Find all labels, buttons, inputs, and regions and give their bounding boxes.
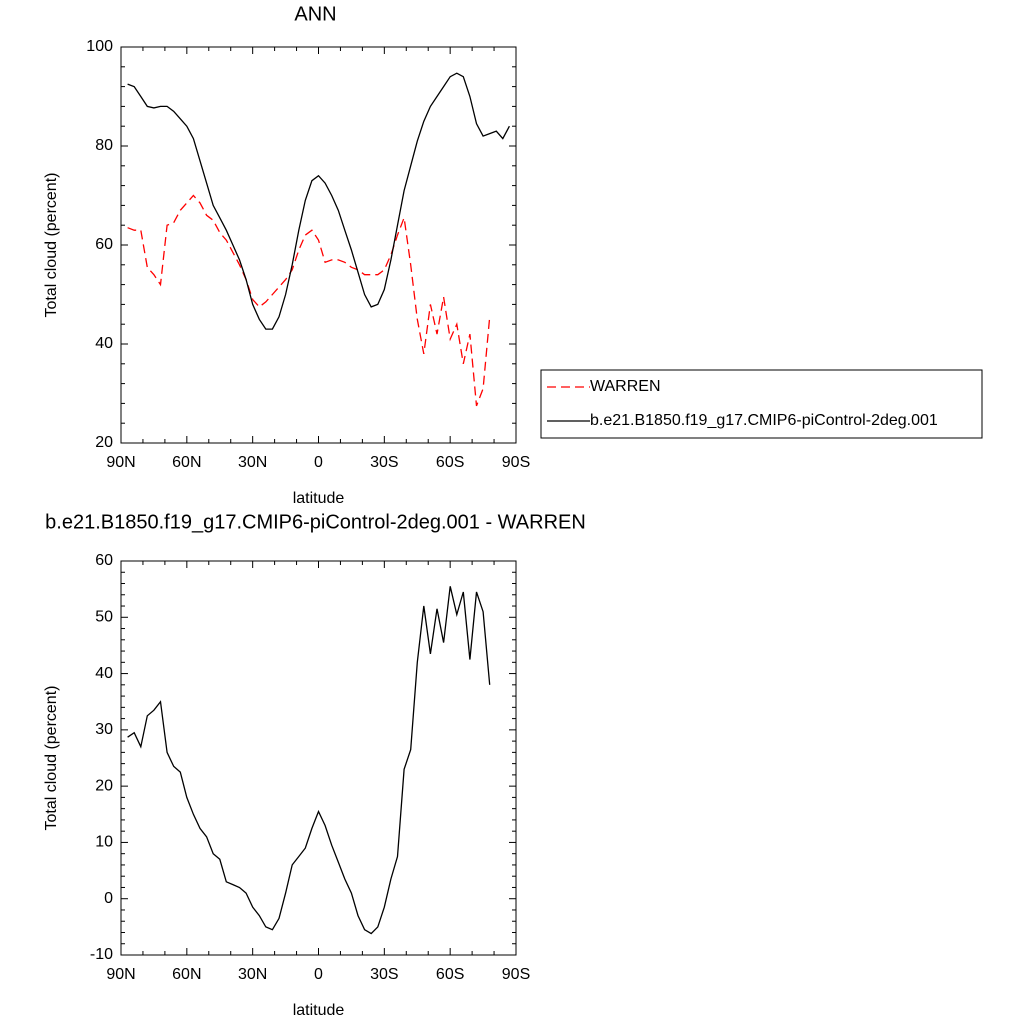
data-line: [127, 586, 491, 935]
data-line: [127, 72, 510, 330]
y-tick-label: 20: [95, 434, 113, 451]
chart-title: b.e21.B1850.f19_g17.CMIP6-piControl-2deg…: [45, 511, 586, 533]
x-tick-label: 90N: [106, 454, 135, 471]
y-tick-label: 10: [95, 834, 113, 851]
plot-frame: [120, 560, 517, 956]
x-axis-label: latitude: [293, 490, 345, 507]
x-tick-label: 30N: [238, 966, 267, 983]
data-line: [127, 194, 491, 407]
y-tick-label: 0: [104, 890, 113, 907]
y-tick-label: 60: [95, 236, 113, 253]
y-tick-label: -10: [90, 946, 113, 963]
y-tick-label: 20: [95, 777, 113, 794]
x-axis-label: latitude: [293, 1002, 345, 1019]
x-tick-label: 60S: [436, 454, 464, 471]
y-tick-label: 50: [95, 609, 113, 626]
x-tick-label: 0: [314, 966, 323, 983]
plot-frame: [120, 46, 517, 444]
x-tick-label: 90S: [502, 966, 530, 983]
y-tick-label: 40: [95, 335, 113, 352]
y-tick-label: 80: [95, 137, 113, 154]
y-axis-label: Total cloud (percent): [43, 173, 60, 318]
x-tick-label: 60N: [172, 966, 201, 983]
x-tick-label: 90S: [502, 454, 530, 471]
x-tick-label: 30S: [370, 966, 398, 983]
y-tick-label: 40: [95, 665, 113, 682]
x-tick-label: 60N: [172, 454, 201, 471]
legend-box: [540, 369, 983, 439]
x-tick-label: 30S: [370, 454, 398, 471]
x-tick-label: 30N: [238, 454, 267, 471]
legend-label: WARREN: [590, 378, 661, 395]
legend-label: b.e21.B1850.f19_g17.CMIP6-piControl-2deg…: [590, 412, 938, 429]
x-tick-label: 60S: [436, 966, 464, 983]
y-tick-label: 100: [86, 38, 113, 55]
y-tick-label: 30: [95, 721, 113, 738]
x-tick-label: 90N: [106, 966, 135, 983]
x-tick-label: 0: [314, 454, 323, 471]
chart-title: ANN: [294, 3, 336, 25]
y-tick-label: 60: [95, 552, 113, 569]
y-axis-label: Total cloud (percent): [43, 686, 60, 831]
